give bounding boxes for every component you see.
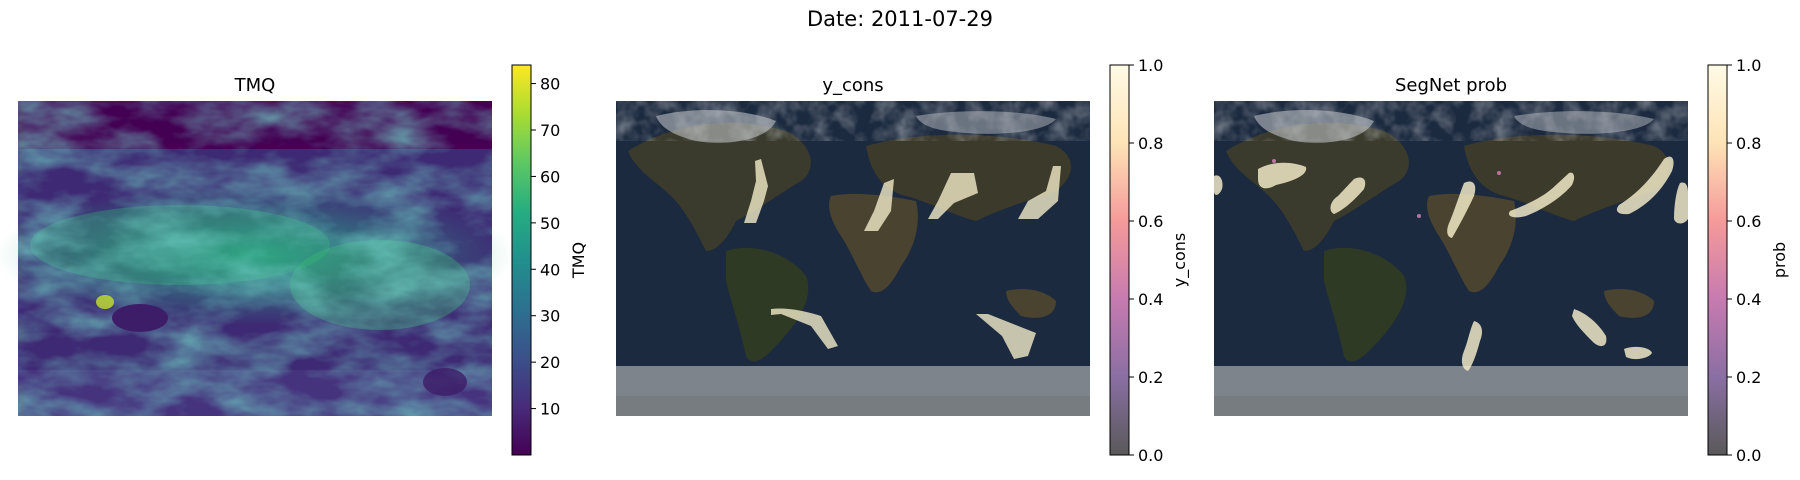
panel-tmq: TMQ <box>0 75 515 416</box>
colorbar-tick-label: 80 <box>540 75 560 94</box>
ar-region-europe <box>1018 166 1061 219</box>
ar-region-north-atlantic-west <box>1330 177 1366 214</box>
colorbar-tick-label: 1.0 <box>1736 56 1761 75</box>
ar-region-north-atlantic-east <box>928 173 978 219</box>
ar-mask-y-cons <box>744 159 1061 359</box>
ar-region-east-pacific <box>1214 175 1223 195</box>
colorbar-tick-label: 0.2 <box>1138 368 1163 387</box>
colorbar-label-tmq: TMQ <box>569 242 588 279</box>
colorbar-tick-label: 0.8 <box>1138 134 1163 153</box>
panel-title-tmq: TMQ <box>234 75 276 96</box>
colorbar-tick-label: 0.4 <box>1138 290 1163 309</box>
colorbar-tick-label: 0.4 <box>1736 290 1761 309</box>
basemap-segnet <box>1214 101 1688 416</box>
panel-y-cons: y_cons <box>616 75 1090 416</box>
tmq-map <box>0 101 515 416</box>
ar-region-north-pacific <box>744 159 768 223</box>
ar-region-south-pacific <box>1461 321 1482 371</box>
figure-title: Date: 2011-07-29 <box>807 7 993 31</box>
panel-title-segnet-prob: SegNet prob <box>1395 75 1507 96</box>
ar-region-south-indian <box>1624 346 1652 360</box>
colorbar-segnet-prob: 0.0 0.2 0.4 0.6 0.8 1.0 prob <box>1707 56 1789 465</box>
panel-segnet-prob: SegNet prob <box>1214 75 1688 416</box>
basemap-y-cons <box>616 101 1090 416</box>
panel-title-y-cons: y_cons <box>822 75 883 96</box>
colorbar-tick-label: 30 <box>540 307 560 326</box>
colorbar-tick-label: 0.6 <box>1736 212 1761 231</box>
colorbar-tick-label: 60 <box>540 167 560 186</box>
ar-prob-segnet <box>1214 156 1688 371</box>
colorbar-tmq: 10 20 30 40 50 60 70 80 TMQ <box>511 64 588 456</box>
colorbar-tick-label: 0.0 <box>1736 446 1761 465</box>
ar-region-south-pacific <box>771 308 838 349</box>
ar-region-south-atlantic <box>1572 309 1607 347</box>
ar-region-north-pacific <box>1258 162 1307 189</box>
colorbar-tick-label: 70 <box>540 121 560 140</box>
ar-region-pacific-wrap <box>1674 182 1688 224</box>
colorbar-label-prob: prob <box>1770 242 1789 278</box>
ar-region-south-indian <box>976 314 1036 359</box>
colorbar-tick-label: 50 <box>540 214 560 233</box>
colorbar-tick-label: 10 <box>540 400 560 419</box>
colorbar-y-cons: 0.0 0.2 0.4 0.6 0.8 1.0 y_cons <box>1109 56 1190 465</box>
ar-region-europe <box>1508 172 1575 218</box>
ar-region-north-atlantic-east <box>1447 181 1476 238</box>
ar-region-north-atlantic-west <box>864 179 894 231</box>
colorbar-tick-label: 0.0 <box>1138 446 1163 465</box>
colorbar-tick-label: 40 <box>540 260 560 279</box>
colorbar-tick-label: 1.0 <box>1138 56 1163 75</box>
colorbar-label-y-cons: y_cons <box>1170 233 1190 288</box>
ar-region-asia <box>1616 156 1674 215</box>
colorbar-tick-label: 0.6 <box>1138 212 1163 231</box>
colorbar-tick-label: 0.8 <box>1736 134 1761 153</box>
colorbar-tick-label: 0.2 <box>1736 368 1761 387</box>
colorbar-tick-label: 20 <box>540 353 560 372</box>
